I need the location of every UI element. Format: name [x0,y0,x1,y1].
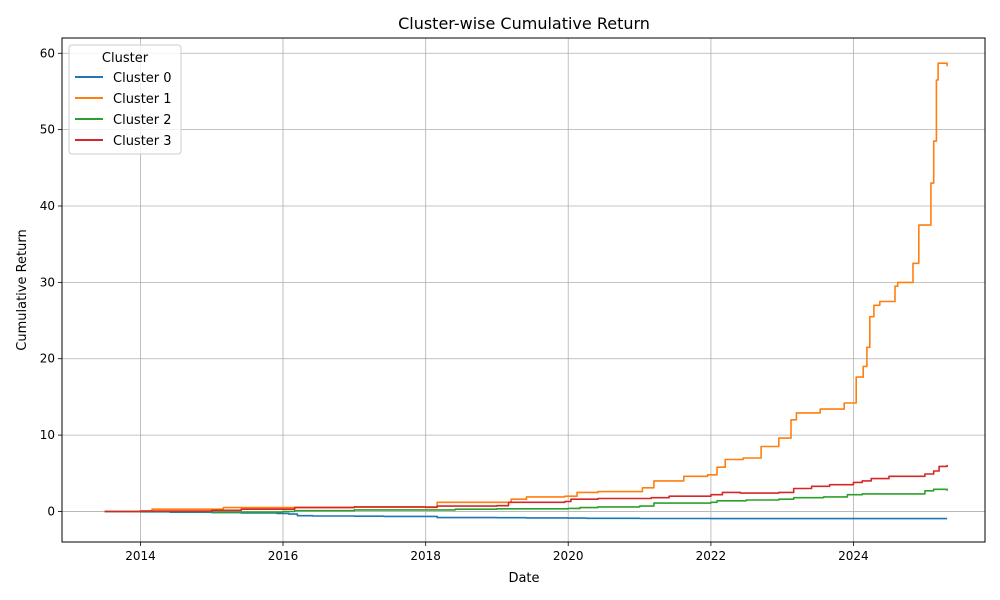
legend-label-cluster-0: Cluster 0 [113,71,172,86]
y-axis-ticks: 0 10 20 30 40 50 60 [40,46,62,518]
legend-label-cluster-1: Cluster 1 [113,92,172,107]
legend-box [68,44,182,155]
plot-frame [61,37,986,543]
legend-label-cluster-3: Cluster 3 [113,134,172,149]
x-tick-label: 2022 [696,549,727,563]
series-line-cluster-3 [104,464,948,513]
y-tick-label: 0 [47,504,55,518]
series-lines [104,62,948,520]
series-line-cluster-1 [104,62,948,513]
chart-title: Cluster-wise Cumulative Return [398,14,650,33]
y-tick-label: 30 [40,275,55,289]
y-tick-label: 40 [40,199,55,213]
y-tick-label: 10 [40,428,55,442]
x-tick-label: 2014 [125,549,156,563]
y-axis-title: Cumulative Return [15,229,30,350]
legend-title: Cluster [102,51,149,66]
x-tick-label: 2016 [268,549,299,563]
x-tick-label: 2024 [838,549,869,563]
y-tick-label: 50 [40,123,55,137]
grid [62,38,985,542]
legend-items: Cluster 0 Cluster 1 Cluster 2 Cluster 3 [75,71,172,149]
series-line-cluster-2 [104,488,948,513]
x-axis-title: Date [508,571,539,586]
y-tick-label: 60 [40,46,55,60]
x-tick-label: 2020 [553,549,584,563]
y-tick-label: 20 [40,352,55,366]
legend-label-cluster-2: Cluster 2 [113,113,172,128]
x-tick-label: 2018 [410,549,441,563]
x-axis-ticks: 2014 2016 2018 2020 2022 2024 [125,542,869,563]
